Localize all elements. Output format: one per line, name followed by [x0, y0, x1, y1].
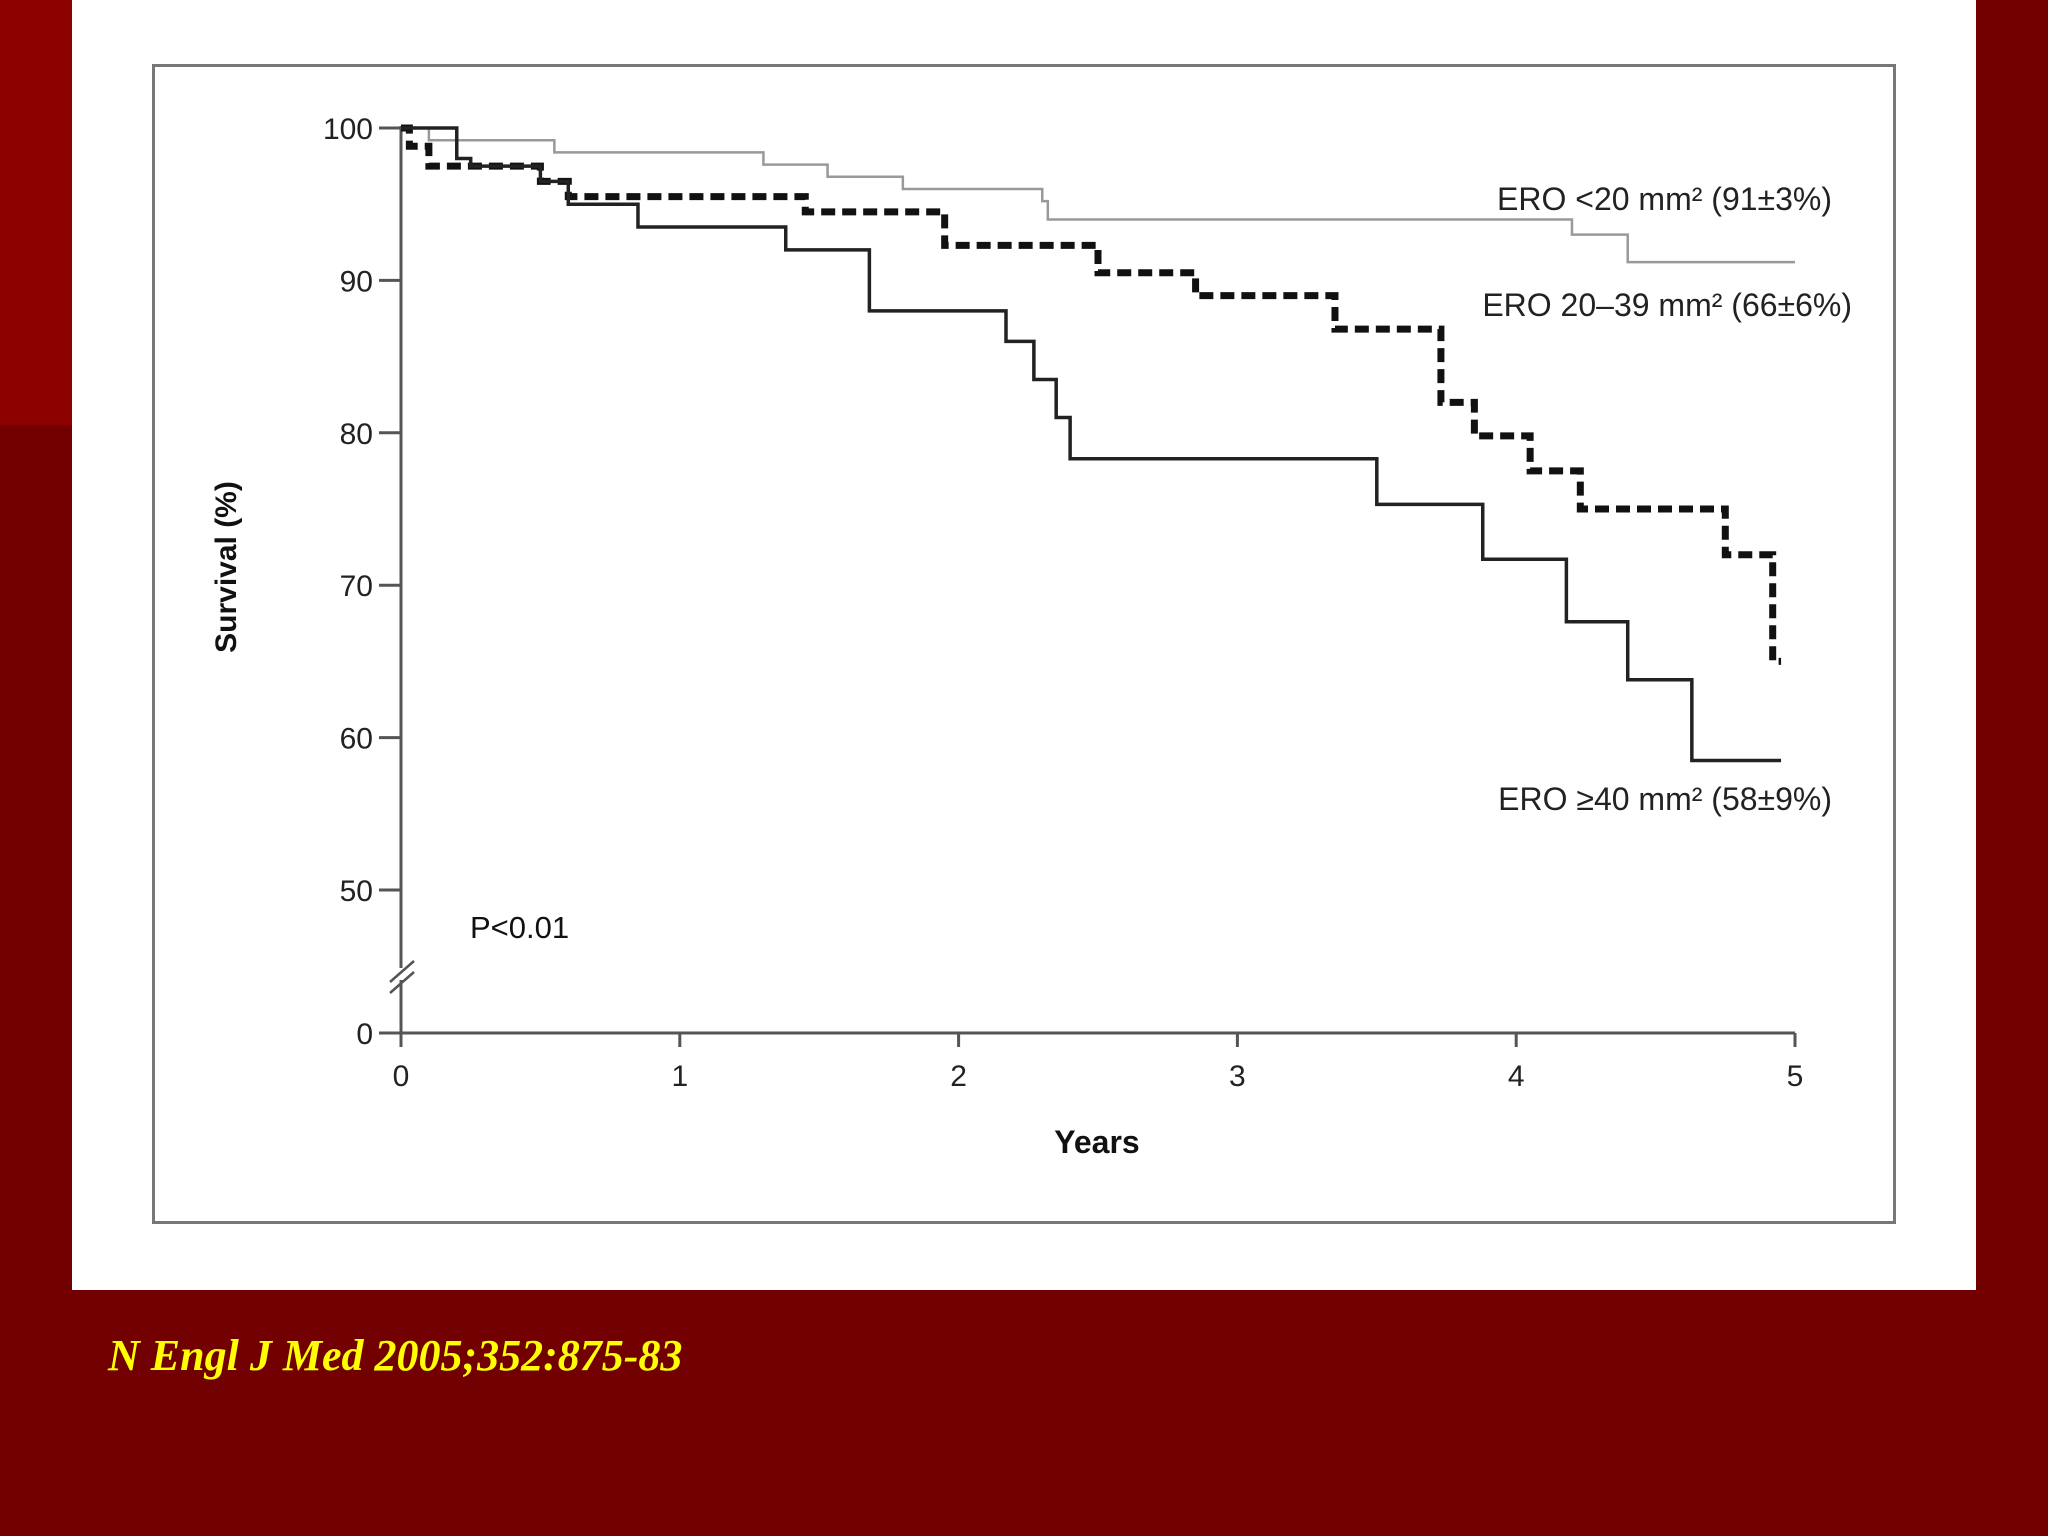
x-tick-label: 1 [671, 1060, 688, 1093]
y-tick-label: 70 [340, 570, 373, 603]
citation-text: N Engl J Med 2005;352:875-83 [108, 1331, 683, 1380]
y-tick-label: 50 [340, 875, 373, 908]
series-label-ge40: ERO ≥40 mm² (58±9%) [1498, 781, 1832, 817]
chart-series [401, 124, 1795, 763]
series-label-lt20: ERO <20 mm² (91±3%) [1497, 181, 1832, 217]
series-ero-lt20-curve [401, 126, 1795, 264]
y-tick-label: 0 [356, 1018, 373, 1051]
y-tick-label: 100 [323, 113, 373, 146]
chart-axes: 0 50 60 70 80 90 100 0 1 2 3 4 5 [323, 113, 1803, 1093]
figure-panel [72, 0, 1976, 1290]
chart-labels: Survival (%) Years P<0.01 ERO <20 mm² (9… [210, 181, 1852, 1160]
y-tick-label: 90 [340, 265, 373, 298]
axis-break-mark [389, 960, 415, 983]
x-tick-label: 5 [1787, 1060, 1804, 1093]
series-ero-ge40-curve [401, 126, 1782, 763]
slide-accent-band [0, 0, 72, 425]
axis-break-mark [389, 971, 415, 994]
x-tick-label: 4 [1508, 1060, 1525, 1093]
x-tick-label: 3 [1229, 1060, 1246, 1093]
x-axis-label: Years [1054, 1124, 1139, 1160]
p-value-annotation: P<0.01 [470, 910, 569, 945]
figure-frame [152, 64, 1896, 1224]
series-label-20-39: ERO 20–39 mm² (66±6%) [1482, 287, 1852, 323]
x-tick-label: 0 [393, 1060, 410, 1093]
x-tick-label: 2 [950, 1060, 967, 1093]
y-tick-label: 60 [340, 723, 373, 756]
y-axis-label: Survival (%) [210, 481, 243, 653]
y-tick-label: 80 [340, 418, 373, 451]
